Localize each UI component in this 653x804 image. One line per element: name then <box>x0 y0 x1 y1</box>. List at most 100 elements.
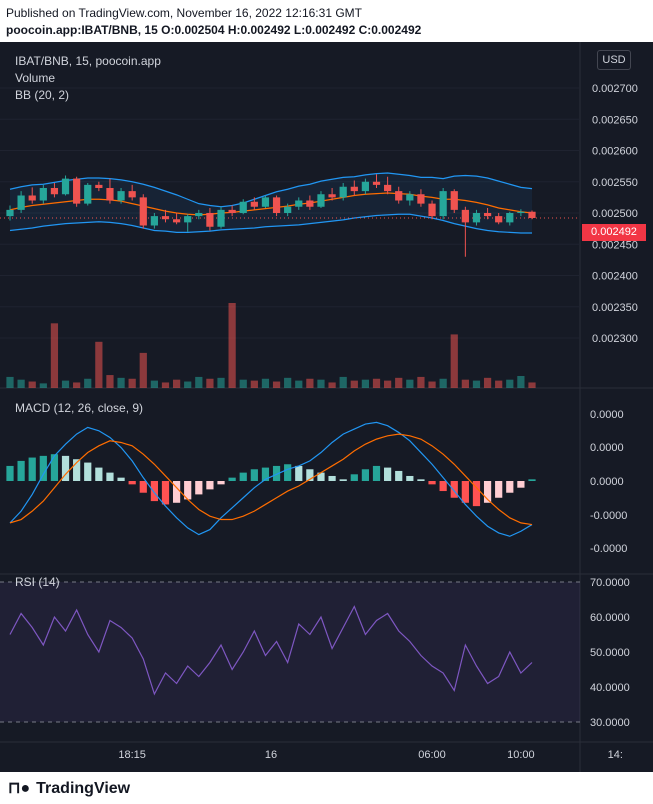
volume-bar <box>439 378 447 388</box>
volume-bar <box>117 377 125 388</box>
price-tick-label: 0.002550 <box>592 177 638 189</box>
macd-histogram-bar <box>261 467 270 481</box>
macd-histogram-bar <box>195 481 203 495</box>
candle <box>406 191 414 206</box>
macd-histogram-bar <box>128 481 136 485</box>
rsi-tick-label: 40.0000 <box>590 682 630 694</box>
candle <box>284 203 292 217</box>
macd-histogram-bar <box>284 464 292 481</box>
macd-histogram-bar <box>350 474 358 481</box>
rsi-line <box>9 605 533 696</box>
candle <box>461 206 469 257</box>
volume-bar <box>428 381 436 388</box>
macd-histogram-bar <box>206 481 214 490</box>
volume-bar <box>39 383 47 388</box>
macd-histogram-bar <box>483 481 492 503</box>
candle <box>228 205 236 217</box>
volume-bar <box>239 379 247 388</box>
candle <box>161 209 170 223</box>
candle <box>139 194 147 229</box>
candle <box>195 209 203 220</box>
macd-tick-label: 0.0000 <box>590 476 624 488</box>
candle-body <box>195 213 203 217</box>
rsi-tick-label: 60.0000 <box>590 612 630 624</box>
macd-histogram-bar <box>28 457 36 481</box>
candle-body <box>95 184 103 188</box>
macd-histogram-bar <box>6 465 14 481</box>
tradingview-logo[interactable]: ⊓● TradingView <box>8 778 130 798</box>
candle-body <box>228 209 236 213</box>
candle-body <box>50 188 59 195</box>
macd-histogram-bar <box>228 477 236 481</box>
volume-bar <box>472 380 481 388</box>
volume-bar <box>417 376 425 388</box>
candle <box>450 189 458 213</box>
macd-histogram-bar <box>384 467 392 481</box>
macd-histogram-bar <box>317 472 325 481</box>
ohlc-info: poocoin.app:IBAT/BNB, 15 O:0.002504 H:0.… <box>6 23 422 37</box>
candle-body <box>417 194 425 204</box>
candle-body <box>284 206 292 213</box>
macd-histogram-bar <box>161 481 170 505</box>
candle <box>84 183 92 206</box>
publish-header: Published on TradingView.com, November 1… <box>0 0 653 42</box>
macd-tick-label: 0.0000 <box>590 442 624 454</box>
macd-histogram-bar <box>106 472 114 481</box>
candle <box>272 195 281 217</box>
candle-body <box>117 191 125 201</box>
candle-body <box>372 181 381 185</box>
candle-body <box>106 188 114 201</box>
candle <box>217 206 225 229</box>
macd-histogram-bar <box>428 481 436 485</box>
macd-tick-label: -0.0000 <box>590 543 627 555</box>
macd-histogram-bar <box>372 465 381 481</box>
candle <box>95 181 103 192</box>
volume-bar <box>528 382 536 388</box>
candle <box>339 183 347 201</box>
candle <box>472 209 481 226</box>
chart-canvas[interactable]: 0.002700 0.002650 0.002600 0.002550 0.002500… <box>0 42 653 772</box>
candle-body <box>261 197 270 207</box>
macd-histogram-bar <box>495 481 503 498</box>
candle-body <box>184 216 192 223</box>
candle <box>17 191 25 213</box>
volume-bar <box>228 303 236 388</box>
macd-histogram-bar <box>117 477 125 481</box>
volume-bar <box>295 380 303 388</box>
macd-histogram-bar <box>239 472 247 481</box>
macd-histogram-bar <box>172 481 181 503</box>
volume-bar <box>450 334 458 388</box>
volume-bar <box>272 381 281 388</box>
rsi-tick-label: 30.0000 <box>590 717 630 729</box>
macd-histogram-bar <box>39 455 47 481</box>
candle-body <box>250 201 258 207</box>
tv-logo-icon: ⊓● <box>8 780 31 797</box>
volume-bar <box>184 381 192 388</box>
candle-body <box>528 211 536 218</box>
price-tick-label: 0.002300 <box>592 333 638 345</box>
candle-body <box>384 184 392 192</box>
candle <box>528 210 536 220</box>
macd-histogram-bar <box>506 481 514 493</box>
macd-histogram-bar <box>217 481 225 485</box>
candle-body <box>206 213 214 227</box>
volume-bar <box>350 380 358 388</box>
signal-line <box>9 433 533 526</box>
macd-histogram-bar <box>528 479 536 481</box>
candle-body <box>461 209 469 223</box>
macd-histogram-bar <box>328 475 336 481</box>
candle <box>106 178 114 204</box>
volume-bar <box>206 378 214 388</box>
volume-bar <box>139 352 147 388</box>
macd-histogram-bar <box>50 454 59 481</box>
currency-button[interactable]: USD <box>597 50 631 70</box>
volume-bar <box>361 379 370 388</box>
macd-histogram-bar <box>517 481 525 488</box>
candle-body <box>17 195 25 210</box>
macd-histogram-bar <box>339 479 347 481</box>
volume-bar <box>217 377 225 388</box>
candle-body <box>450 191 458 210</box>
chart-area[interactable]: 0.002700 0.002650 0.002600 0.002550 0.002500… <box>0 42 653 772</box>
candle <box>417 189 425 207</box>
rsi-legend: RSI (14) <box>15 575 60 589</box>
